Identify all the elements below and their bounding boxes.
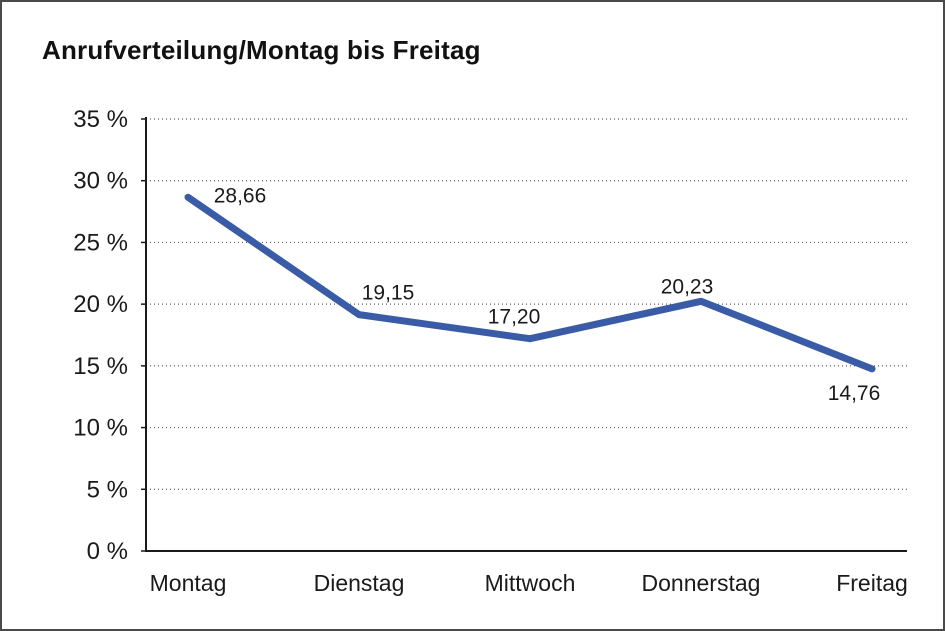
y-tick-label: 0 %: [87, 538, 128, 565]
y-tick-label: 10 %: [73, 415, 128, 442]
y-tick-label: 15 %: [73, 353, 128, 380]
data-label: 20,23: [661, 275, 714, 298]
y-tick-label: 30 %: [73, 168, 128, 195]
data-label: 28,66: [214, 184, 267, 207]
y-tick-label: 20 %: [73, 291, 128, 318]
series-line: [184, 193, 876, 373]
chart-title: Anrufverteilung/Montag bis Freitag: [42, 35, 481, 65]
x-category-label: Dienstag: [314, 570, 405, 596]
y-tick-label: 35 %: [73, 106, 128, 133]
x-category-label: Montag: [150, 570, 227, 596]
data-label: 17,20: [488, 306, 541, 329]
data-label: 19,15: [362, 282, 415, 305]
y-tick-label: 5 %: [87, 476, 128, 503]
x-category-label: Freitag: [836, 570, 908, 596]
data-label: 14,76: [828, 382, 881, 405]
x-category-label: Mittwoch: [485, 570, 576, 596]
y-tick-label: 25 %: [73, 229, 128, 256]
x-category-label: Donnerstag: [642, 570, 761, 596]
